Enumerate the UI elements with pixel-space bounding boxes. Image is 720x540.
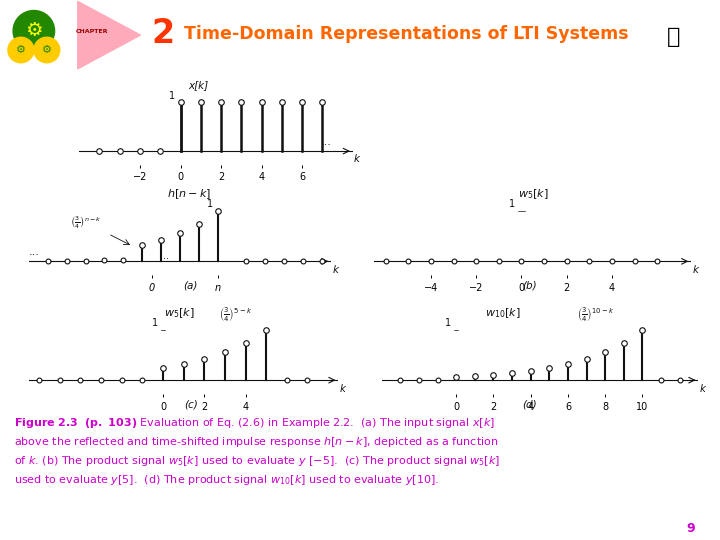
Text: 9: 9 — [686, 522, 695, 535]
Text: 1: 1 — [508, 199, 515, 208]
Text: CHAPTER: CHAPTER — [76, 29, 109, 34]
Circle shape — [13, 10, 55, 51]
Text: 1: 1 — [446, 318, 451, 328]
Text: $w_{5}[k]$: $w_{5}[k]$ — [518, 187, 548, 201]
Text: 🗼: 🗼 — [667, 27, 680, 48]
Text: 1: 1 — [152, 318, 158, 328]
Polygon shape — [78, 2, 140, 69]
Text: ...: ... — [29, 247, 40, 258]
Text: k: k — [693, 265, 698, 275]
Text: 2: 2 — [151, 17, 174, 50]
Circle shape — [34, 37, 60, 63]
Text: k: k — [339, 384, 346, 394]
Text: (d): (d) — [522, 400, 536, 410]
Text: Time-Domain Representations of LTI Systems: Time-Domain Representations of LTI Syste… — [184, 25, 629, 43]
Text: $\left(\frac{3}{4}\right)^{10-k}$: $\left(\frac{3}{4}\right)^{10-k}$ — [577, 306, 615, 324]
Text: $\left(\frac{3}{4}\right)^{5-k}$: $\left(\frac{3}{4}\right)^{5-k}$ — [219, 306, 252, 324]
Text: ⚙: ⚙ — [25, 22, 42, 40]
Text: $\bf{Figure\ 2.3\ \ (p.\ 103)}$ Evaluation of Eq. (2.6) in Example 2.2.  (a) The: $\bf{Figure\ 2.3\ \ (p.\ 103)}$ Evaluati… — [14, 416, 500, 487]
Text: (a): (a) — [184, 281, 198, 291]
Text: ...: ... — [161, 251, 169, 261]
Text: 1: 1 — [207, 199, 213, 209]
Text: $w_{5}[k]$: $w_{5}[k]$ — [164, 306, 194, 320]
Text: $w_{10}[k]$: $w_{10}[k]$ — [485, 306, 521, 320]
Text: ⚙: ⚙ — [42, 45, 52, 55]
Text: ...: ... — [321, 137, 332, 147]
Text: (b): (b) — [522, 281, 536, 291]
Text: k: k — [332, 265, 338, 275]
Text: k: k — [699, 384, 706, 394]
Text: (c): (c) — [184, 400, 198, 410]
Text: ⚙: ⚙ — [16, 45, 26, 55]
Text: x[k]: x[k] — [189, 80, 209, 91]
Text: 1: 1 — [169, 91, 176, 102]
Text: k: k — [354, 154, 360, 164]
Circle shape — [8, 37, 34, 63]
Text: $\left(\frac{3}{4}\right)^{n-k}$: $\left(\frac{3}{4}\right)^{n-k}$ — [70, 215, 102, 231]
Text: $h[n-k]$: $h[n-k]$ — [168, 187, 212, 201]
